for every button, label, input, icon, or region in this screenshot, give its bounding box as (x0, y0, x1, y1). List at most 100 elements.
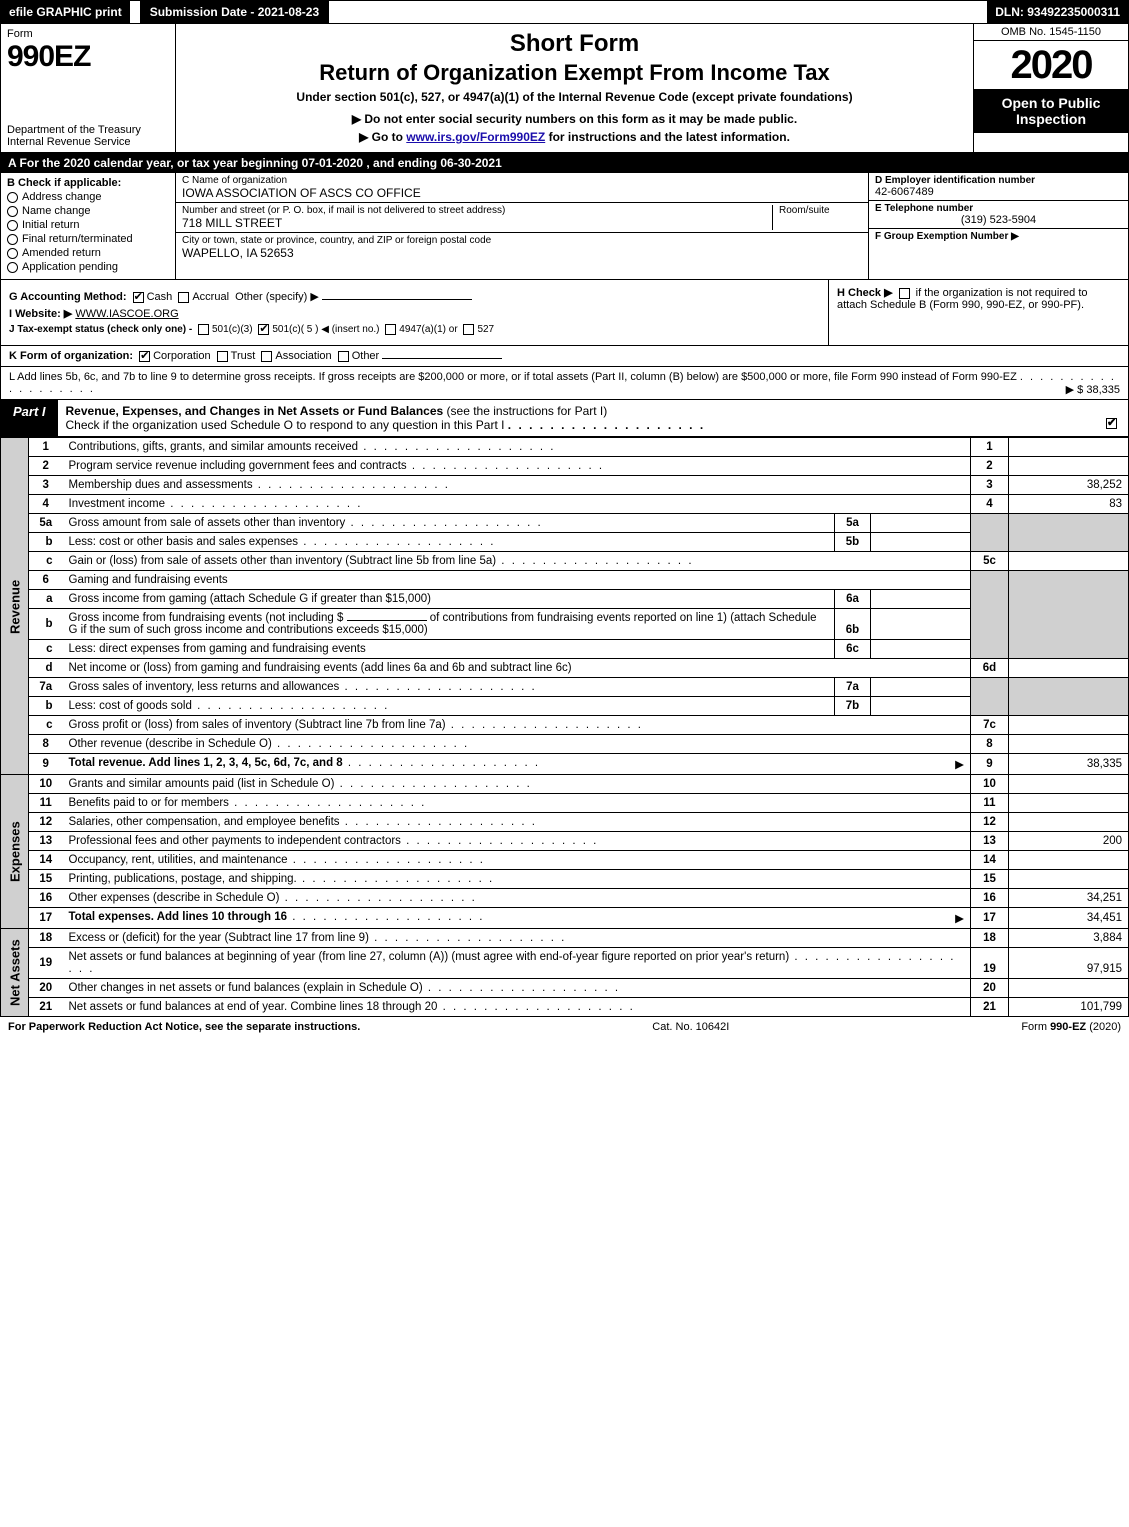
no-ssn-line: ▶ Do not enter social security numbers o… (186, 112, 963, 126)
line-desc: Other changes in net assets or fund bala… (63, 979, 971, 998)
mini-num: 5b (835, 533, 871, 552)
j-4947-label: 4947(a)(1) or (399, 324, 457, 335)
chk-cash[interactable] (133, 292, 144, 303)
org-name-row: C Name of organization IOWA ASSOCIATION … (176, 173, 868, 203)
chk-h[interactable] (899, 288, 910, 299)
org-name: IOWA ASSOCIATION OF ASCS CO OFFICE (182, 186, 862, 200)
form-word: Form (7, 28, 169, 40)
dots-icon (287, 911, 484, 923)
line-num: 1 (29, 438, 63, 457)
dots-icon (345, 517, 542, 529)
amount: 200 (1009, 832, 1129, 851)
chk-trust[interactable] (217, 351, 228, 362)
goto-suffix: for instructions and the latest informat… (549, 130, 790, 144)
amount (1009, 979, 1129, 998)
chk-amended-return[interactable]: Amended return (7, 247, 169, 259)
chk-name-change[interactable]: Name change (7, 205, 169, 217)
row-14: 14 Occupancy, rent, utilities, and maint… (1, 851, 1129, 870)
irs: Internal Revenue Service (7, 136, 169, 148)
row-1: Revenue 1 Contributions, gifts, grants, … (1, 438, 1129, 457)
group-exemption-label: F Group Exemption Number ▶ (875, 231, 1122, 242)
g-accrual-label: Accrual (192, 291, 229, 303)
ref-num: 16 (971, 889, 1009, 908)
line-desc: Professional fees and other payments to … (63, 832, 971, 851)
circle-icon (7, 234, 18, 245)
line-num: a (29, 590, 63, 609)
chk-527[interactable] (463, 324, 474, 335)
part1-title: Revenue, Expenses, and Changes in Net As… (58, 400, 1128, 436)
street-label: Number and street (or P. O. box, if mail… (182, 205, 772, 216)
chk-label: Application pending (22, 261, 118, 273)
chk-address-change[interactable]: Address change (7, 191, 169, 203)
contrib-amount-input[interactable] (347, 620, 427, 621)
mini-val (871, 678, 971, 697)
amount (1009, 851, 1129, 870)
g-label: G Accounting Method: (9, 291, 127, 303)
desc-text: Gross profit or (loss) from sales of inv… (69, 719, 446, 731)
j-501c-label: 501(c)( 5 ) ◀ (insert no.) (272, 324, 379, 335)
ref-num: 11 (971, 794, 1009, 813)
chk-initial-return[interactable]: Initial return (7, 219, 169, 231)
chk-501c[interactable] (258, 324, 269, 335)
ref-num: 7c (971, 716, 1009, 735)
efile-print[interactable]: print (95, 5, 122, 19)
chk-other[interactable] (338, 351, 349, 362)
part1-header: Part I Revenue, Expenses, and Changes in… (0, 400, 1129, 437)
circle-icon (7, 248, 18, 259)
line-desc: Membership dues and assessments (63, 476, 971, 495)
dots-icon (298, 536, 495, 548)
row-4: 4 Investment income 4 83 (1, 495, 1129, 514)
desc-text: Printing, publications, postage, and shi… (69, 873, 297, 885)
under-section: Under section 501(c), 527, or 4947(a)(1)… (186, 90, 963, 104)
header-left: Form 990EZ Department of the Treasury In… (1, 24, 176, 152)
amount (1009, 457, 1129, 476)
dots-icon (334, 778, 531, 790)
chk-corporation[interactable] (139, 351, 150, 362)
row-17: 17 Total expenses. Add lines 10 through … (1, 908, 1129, 929)
line-desc: Net income or (loss) from gaming and fun… (63, 659, 971, 678)
line-num: b (29, 697, 63, 716)
mini-num: 5a (835, 514, 871, 533)
row-16: 16 Other expenses (describe in Schedule … (1, 889, 1129, 908)
amount: 34,251 (1009, 889, 1129, 908)
line-g: G Accounting Method: Cash Accrual Other … (9, 290, 820, 303)
amount (1009, 794, 1129, 813)
ref-num: 1 (971, 438, 1009, 457)
line-desc: Gross profit or (loss) from sales of inv… (63, 716, 971, 735)
chk-501c3[interactable] (198, 324, 209, 335)
expenses-side-label: Expenses (1, 775, 29, 929)
line-desc: Gross income from gaming (attach Schedul… (63, 590, 835, 609)
k-other-input[interactable] (382, 358, 502, 359)
line-num: c (29, 640, 63, 659)
row-6a: a Gross income from gaming (attach Sched… (1, 590, 1129, 609)
g-other-input[interactable] (322, 299, 472, 300)
line-num: 14 (29, 851, 63, 870)
ref-num: 10 (971, 775, 1009, 794)
line-num: d (29, 659, 63, 678)
desc-text: Total expenses. Add lines 10 through 16 (69, 911, 288, 923)
chk-application-pending[interactable]: Application pending (7, 261, 169, 273)
j-501c3-label: 501(c)(3) (212, 324, 253, 335)
website-value[interactable]: WWW.IASCOE.ORG (75, 308, 178, 320)
chk-4947[interactable] (385, 324, 396, 335)
dots-icon (279, 892, 476, 904)
row-5a: 5a Gross amount from sale of assets othe… (1, 514, 1129, 533)
chk-final-return[interactable]: Final return/terminated (7, 233, 169, 245)
circle-icon (7, 262, 18, 273)
city-label: City or town, state or province, country… (182, 235, 862, 246)
city-value: WAPELLO, IA 52653 (182, 246, 862, 260)
chk-schedule-o[interactable] (1106, 418, 1117, 429)
chk-label: Name change (22, 205, 91, 217)
amount (1009, 813, 1129, 832)
line-l: L Add lines 5b, 6c, and 7b to line 9 to … (0, 367, 1129, 400)
row-5b: b Less: cost or other basis and sales ex… (1, 533, 1129, 552)
line-desc: Gaming and fundraising events (63, 571, 971, 590)
desc-text: Other revenue (describe in Schedule O) (69, 738, 272, 750)
section-gij: G Accounting Method: Cash Accrual Other … (1, 280, 828, 345)
chk-accrual[interactable] (178, 292, 189, 303)
goto-link[interactable]: www.irs.gov/Form990EZ (406, 130, 545, 144)
line-num: 2 (29, 457, 63, 476)
chk-label: Final return/terminated (22, 233, 133, 245)
desc-text: Total revenue. Add lines 1, 2, 3, 4, 5c,… (69, 757, 343, 769)
chk-association[interactable] (261, 351, 272, 362)
